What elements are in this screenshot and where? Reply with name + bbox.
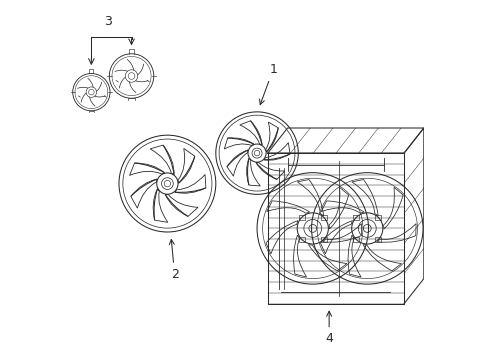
Text: 3: 3 bbox=[104, 15, 112, 28]
Text: 4: 4 bbox=[325, 311, 332, 345]
Text: 2: 2 bbox=[169, 239, 178, 281]
Text: 1: 1 bbox=[259, 63, 277, 105]
